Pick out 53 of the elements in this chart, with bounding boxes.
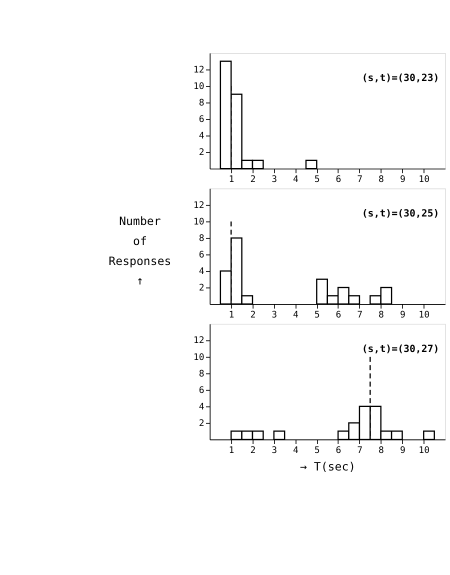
x-tick-label: 9 xyxy=(400,310,406,321)
x-tick-label: 1 xyxy=(228,175,234,186)
y-tick-label: 12 xyxy=(193,336,204,346)
annotation: (s,t)=(30,23) xyxy=(362,73,440,84)
x-tick-label: 3 xyxy=(272,310,278,321)
annotation: (s,t)=(30,25) xyxy=(362,208,440,220)
x-tick-label: 7 xyxy=(357,446,363,456)
x-tick-label: 6 xyxy=(336,175,342,186)
x-tick-label: 7 xyxy=(357,310,363,321)
x-tick-label: 10 xyxy=(418,446,430,456)
x-tick-label: 7 xyxy=(357,175,363,186)
y-tick-label: 2 xyxy=(198,418,204,429)
x-tick-label: 10 xyxy=(418,175,430,186)
y-tick-label: 2 xyxy=(198,148,204,158)
y-tick-label: 4 xyxy=(198,266,205,277)
y-tick-label: 6 xyxy=(198,250,204,260)
x-tick-label: 9 xyxy=(400,175,406,186)
x-tick-label: 2 xyxy=(250,446,256,456)
y-tick-label: 8 xyxy=(198,369,204,380)
x-tick-label: 8 xyxy=(378,446,384,456)
x-tick-label: 6 xyxy=(336,310,342,321)
annotation: (s,t)=(30,27) xyxy=(362,344,440,355)
x-tick-label: 8 xyxy=(378,175,384,186)
x-tick-label: 5 xyxy=(314,175,320,186)
y-tick-label: 6 xyxy=(198,114,204,125)
x-tick-label: 4 xyxy=(292,175,299,186)
x-tick-label: 2 xyxy=(250,175,256,186)
y-tick-label: 10 xyxy=(193,217,204,228)
y-tick-label: 12 xyxy=(193,200,204,211)
y-tick-label: 2 xyxy=(198,283,204,294)
x-axis-title: → T(sec) xyxy=(300,459,356,474)
y-tick-label: 12 xyxy=(193,65,204,76)
x-tick-label: 1 xyxy=(228,310,234,321)
y-tick-label: 10 xyxy=(193,352,204,363)
x-tick-label: 3 xyxy=(272,446,278,456)
y-axis-title: Number of Responses ↑ xyxy=(108,214,172,288)
x-tick-label: 9 xyxy=(400,446,406,456)
x-tick-label: 1 xyxy=(228,446,234,456)
y-tick-label: 8 xyxy=(198,98,204,108)
x-tick-label: 5 xyxy=(314,446,320,456)
x-tick-label: 3 xyxy=(272,175,278,186)
x-tick-label: 2 xyxy=(250,310,256,321)
y-tick-label: 10 xyxy=(193,82,204,92)
x-tick-label: 8 xyxy=(378,310,384,321)
y-tick-label: 4 xyxy=(198,131,205,142)
y-tick-label: 8 xyxy=(198,234,204,244)
x-tick-label: 5 xyxy=(314,310,320,321)
x-tick-label: 10 xyxy=(418,310,430,321)
x-tick-label: 6 xyxy=(336,446,342,456)
y-tick-label: 4 xyxy=(198,402,205,412)
x-tick-label: 4 xyxy=(292,446,299,456)
x-tick-label: 4 xyxy=(292,310,299,321)
y-tick-label: 6 xyxy=(198,386,204,396)
